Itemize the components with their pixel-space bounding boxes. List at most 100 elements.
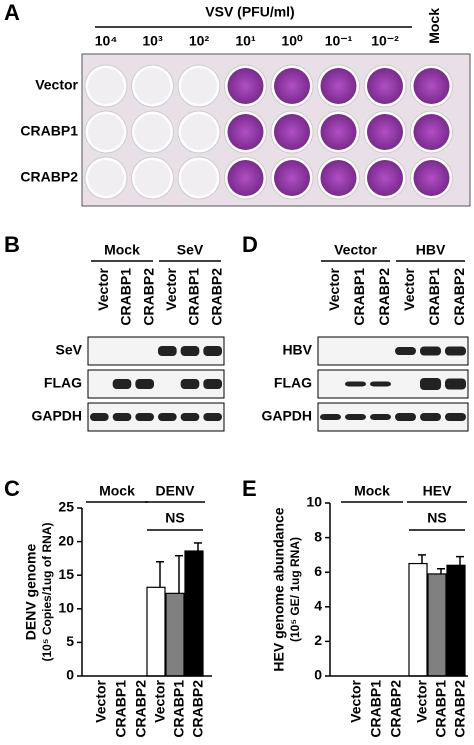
panel-label: E	[242, 476, 257, 501]
group-label: Mock	[104, 242, 140, 258]
well-content	[367, 68, 403, 104]
band	[445, 413, 466, 421]
column-label: 10⁴	[95, 33, 118, 49]
band	[203, 413, 222, 421]
x-tick-label: CRABP2	[190, 680, 206, 738]
group-label: Mock	[99, 483, 135, 499]
well-content	[88, 68, 124, 104]
blot	[87, 369, 225, 399]
band	[370, 381, 391, 387]
well-content	[88, 114, 124, 150]
band	[180, 346, 200, 356]
band	[445, 346, 466, 356]
band	[90, 413, 109, 421]
row-label: CRABP2	[20, 169, 78, 185]
band	[345, 381, 366, 387]
blot	[87, 336, 225, 366]
lane-label: CRABP1	[426, 268, 442, 326]
bar	[408, 562, 428, 677]
band	[395, 413, 416, 421]
x-tick-label: Vector	[93, 679, 109, 722]
x-tick-label: Vector	[414, 679, 430, 722]
group-label: SeV	[177, 242, 204, 258]
band	[203, 379, 222, 389]
x-tick-label: CRABP2	[388, 680, 404, 738]
band	[180, 379, 200, 389]
bar	[146, 586, 166, 677]
well-content	[413, 160, 450, 196]
title: VSV (PFU/ml)	[205, 4, 294, 20]
band	[135, 413, 154, 421]
band	[370, 414, 391, 420]
row-label: GAPDH	[261, 408, 312, 424]
band	[420, 378, 441, 390]
row-label: HBV	[282, 342, 312, 358]
column-label: 10¹	[235, 33, 256, 49]
y-axis-label: HEV genome abundance	[271, 507, 287, 671]
well-content	[274, 160, 310, 196]
x-tick-label: Vector	[152, 679, 168, 722]
group-label: Mock	[354, 483, 390, 499]
y-tick-label: 2	[314, 632, 322, 648]
blot	[317, 369, 469, 399]
well-content	[227, 114, 264, 150]
lane-label: CRABP2	[208, 268, 224, 326]
lane-label: CRABP1	[118, 268, 134, 326]
panel-label: C	[4, 476, 20, 501]
x-tick-label: CRABP2	[133, 680, 149, 738]
annotation: NS	[165, 510, 184, 526]
well-content	[227, 160, 264, 196]
band	[420, 413, 441, 421]
x-tick-label: CRABP2	[452, 680, 468, 738]
band	[180, 413, 200, 421]
well-content	[320, 114, 357, 150]
band	[112, 379, 132, 389]
well-content	[134, 68, 171, 104]
well-content	[367, 160, 403, 196]
x-tick-label: CRABP1	[433, 680, 449, 738]
well-content	[134, 160, 171, 196]
annotation: NS	[427, 510, 446, 526]
blot	[87, 402, 225, 432]
y-axis-label: (10⁵ GE/ 1ug RNA)	[288, 537, 302, 642]
row-label: GAPDH	[31, 408, 82, 424]
well-content	[367, 114, 403, 150]
band	[320, 414, 341, 420]
row-label: CRABP1	[20, 123, 78, 139]
band	[158, 346, 177, 356]
well-content	[274, 114, 310, 150]
y-tick-label: 10	[306, 494, 322, 510]
lane-label: CRABP2	[451, 268, 467, 326]
well-content	[227, 68, 264, 104]
blot	[317, 336, 469, 366]
panel-label: B	[4, 232, 20, 257]
bar	[184, 550, 204, 677]
column-label: 10³	[142, 33, 163, 49]
well-content	[134, 114, 171, 150]
bar	[446, 564, 466, 677]
x-tick-label: CRABP1	[113, 680, 129, 738]
group-label: HBV	[416, 242, 446, 258]
y-tick-label: 20	[58, 532, 74, 548]
band	[345, 414, 366, 420]
well-content	[88, 160, 124, 196]
group-label: HEV	[423, 483, 452, 499]
blot	[317, 402, 469, 432]
panel-label: A	[4, 0, 20, 25]
group-label: Vector	[334, 242, 377, 258]
y-axis-label: (10⁵ Copies/1ug of RNA)	[40, 523, 54, 662]
y-tick-label: 6	[314, 563, 322, 579]
y-tick-label: 0	[314, 667, 322, 683]
well-content	[413, 114, 450, 150]
y-tick-label: 0	[66, 667, 74, 683]
column-label: Mock	[426, 8, 442, 44]
well-content	[181, 68, 217, 104]
panel-label: D	[242, 232, 258, 257]
lane-label: Vector	[401, 267, 417, 310]
band	[203, 346, 222, 356]
y-axis-label: DENV genome	[23, 544, 39, 641]
band	[112, 413, 132, 421]
band	[158, 413, 177, 421]
lane-label: CRABP1	[351, 268, 367, 326]
